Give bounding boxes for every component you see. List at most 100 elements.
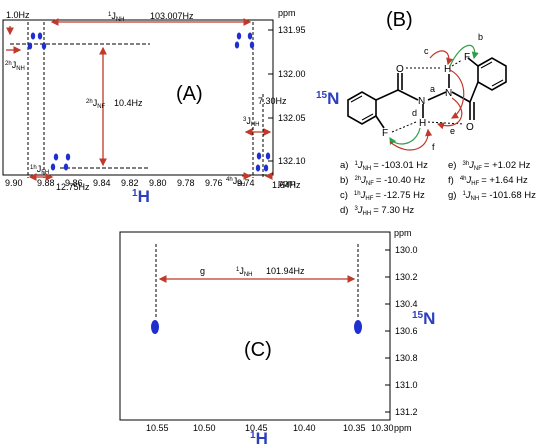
atom-f: F [382, 128, 388, 139]
peak [263, 164, 269, 172]
panel-a: ppm 131.95 132.00 132.05 132.10 9.90 9.8… [2, 8, 339, 206]
panel-a-x-tick: 9.76 [205, 178, 223, 188]
arrow-label-e: e [450, 126, 455, 136]
coupling-arrows [389, 44, 479, 151]
atom-n: N [445, 88, 452, 99]
panel-a-x-tick: 9.86 [65, 178, 83, 188]
ann-g: g [200, 266, 205, 276]
panel-c-peaks [151, 320, 362, 334]
panel-a-x-tick: 9.74 [237, 178, 255, 188]
panel-a-y-tick: 132.05 [278, 113, 306, 123]
peak [63, 163, 69, 171]
panel-a-x-tick: 9.82 [121, 178, 139, 188]
peak [65, 153, 71, 161]
panel-c-y-tick: 131.0 [395, 380, 418, 390]
panel-a-x-tick: 9.80 [149, 178, 167, 188]
arrow-label-f: f [432, 142, 435, 152]
panel-c-x-ticks: 10.55 10.50 10.45 10.40 10.35 10.30 ppm [146, 423, 412, 433]
ann-4jfh: 4hJFH [226, 176, 245, 188]
peak [50, 163, 56, 171]
coupling-item: f) 4hJHF = +1.64 Hz [448, 175, 528, 187]
panel-c-frame [119, 231, 391, 421]
peak [41, 42, 47, 50]
panel-a-ppm-label: ppm [278, 8, 296, 18]
panel-c-ppm-label: ppm [394, 228, 412, 238]
ann-3jhh: 3JHH [243, 116, 260, 128]
peak [236, 32, 242, 40]
peak [354, 320, 362, 334]
atom-f: F [464, 52, 470, 63]
panel-c-y-tick: 130.8 [395, 353, 418, 363]
ann-c-1jnh-value: 101.94Hz [266, 266, 305, 276]
panel-b: (B) [340, 9, 536, 217]
arrow-label-d: d [412, 108, 417, 118]
panel-c-y-tick: 130.4 [395, 299, 418, 309]
panel-c-x-tick: 10.35 [343, 423, 366, 433]
panel-a-x-tick: 9.84 [93, 178, 111, 188]
panel-c-y-ticks: 130.0 130.2 130.4 130.6 130.8 131.0 131.… [385, 245, 418, 417]
panel-a-y-nucleus: 15N [316, 89, 339, 108]
peak [53, 153, 59, 161]
ann-1jnh-value: 103.007Hz [150, 11, 194, 21]
panel-a-x-tick: 9.88 [37, 178, 55, 188]
panel-c-y-tick: 130.0 [395, 245, 418, 255]
peak [151, 320, 159, 334]
panel-c-x-tick: 10.30 [371, 423, 394, 433]
panel-a-y-ticks: 131.95 132.00 132.05 132.10 [268, 25, 306, 166]
panel-c-x-unit: ppm [394, 423, 412, 433]
panel-c-guides [155, 244, 359, 318]
atom-h: H [419, 118, 426, 129]
ann-2jnf-value: 10.4Hz [114, 98, 143, 108]
ann-4jfh-value: 1.64Hz [272, 180, 301, 190]
ann-c-1jnh: 1JNH [236, 266, 253, 278]
panel-a-x-ticks: 9.90 9.88 9.86 9.84 9.82 9.80 9.78 9.76 … [5, 178, 296, 188]
hydrogen-bonds [391, 59, 465, 133]
ann-1jfh: 1hJFH [30, 164, 49, 176]
ann-2jnf: 2hJNF [86, 98, 106, 110]
panel-a-y-tick: 131.95 [278, 25, 306, 35]
panel-c-y-tick: 130.6 [395, 326, 418, 336]
atom-o: O [466, 122, 474, 133]
molecule-structure [347, 57, 507, 129]
panel-c-y-tick: 131.2 [395, 407, 418, 417]
peak [265, 152, 271, 160]
peak [234, 41, 240, 49]
panel-c-x-tick: 10.55 [146, 423, 169, 433]
panel-a-label: (A) [176, 83, 203, 105]
atom-o: O [396, 64, 404, 75]
coupling-item: d) 3JHH = 7.30 Hz [340, 205, 414, 217]
ann-2jnh: 2hJNH [5, 60, 25, 72]
panel-c-x-nucleus: 1H [250, 429, 268, 448]
arrow-label-a: a [430, 84, 435, 94]
coupling-item: b) 2hJNF = -10.40 Hz [340, 175, 426, 187]
peak [247, 32, 253, 40]
peak [255, 164, 261, 172]
peak [27, 42, 33, 50]
ann-1hz: 1.0Hz [6, 10, 30, 20]
panel-a-arrows [6, 18, 273, 181]
coupling-item: e) 3hJNF = +1.02 Hz [448, 160, 531, 172]
atom-h: H [444, 64, 451, 75]
panel-c-y-nucleus: 15N [412, 309, 435, 328]
panel-a-x-unit: ppm [278, 178, 296, 188]
arrow-label-b: b [478, 32, 483, 42]
panel-a-x-tick: 9.90 [5, 178, 23, 188]
coupling-item: g) 1JNH = -101.68 Hz [448, 190, 536, 202]
panel-c-x-tick: 10.45 [245, 423, 268, 433]
panel-a-y-tick: 132.10 [278, 156, 306, 166]
peak [37, 32, 43, 40]
arrow-label-c: c [424, 46, 429, 56]
panel-b-label: (B) [386, 9, 413, 31]
panel-a-x-tick: 9.78 [177, 178, 195, 188]
peak [30, 32, 36, 40]
atom-n: N [418, 96, 425, 107]
ann-1jnh: 1JNH [108, 11, 125, 23]
panel-a-x-nucleus: 1H [132, 187, 150, 206]
peak [249, 41, 255, 49]
ann-1jfh-value: 12.75Hz [56, 182, 90, 192]
panel-c-x-tick: 10.50 [193, 423, 216, 433]
peak [256, 152, 262, 160]
panel-a-y-tick: 132.00 [278, 69, 306, 79]
panel-a-peaks [27, 32, 271, 172]
